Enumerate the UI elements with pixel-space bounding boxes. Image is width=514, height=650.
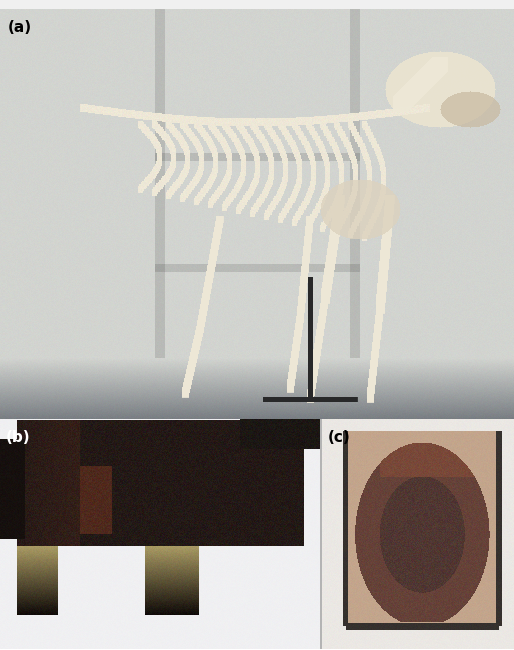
Text: (b): (b) [6, 430, 31, 445]
Text: (a): (a) [8, 20, 32, 35]
Text: (c): (c) [328, 430, 351, 445]
